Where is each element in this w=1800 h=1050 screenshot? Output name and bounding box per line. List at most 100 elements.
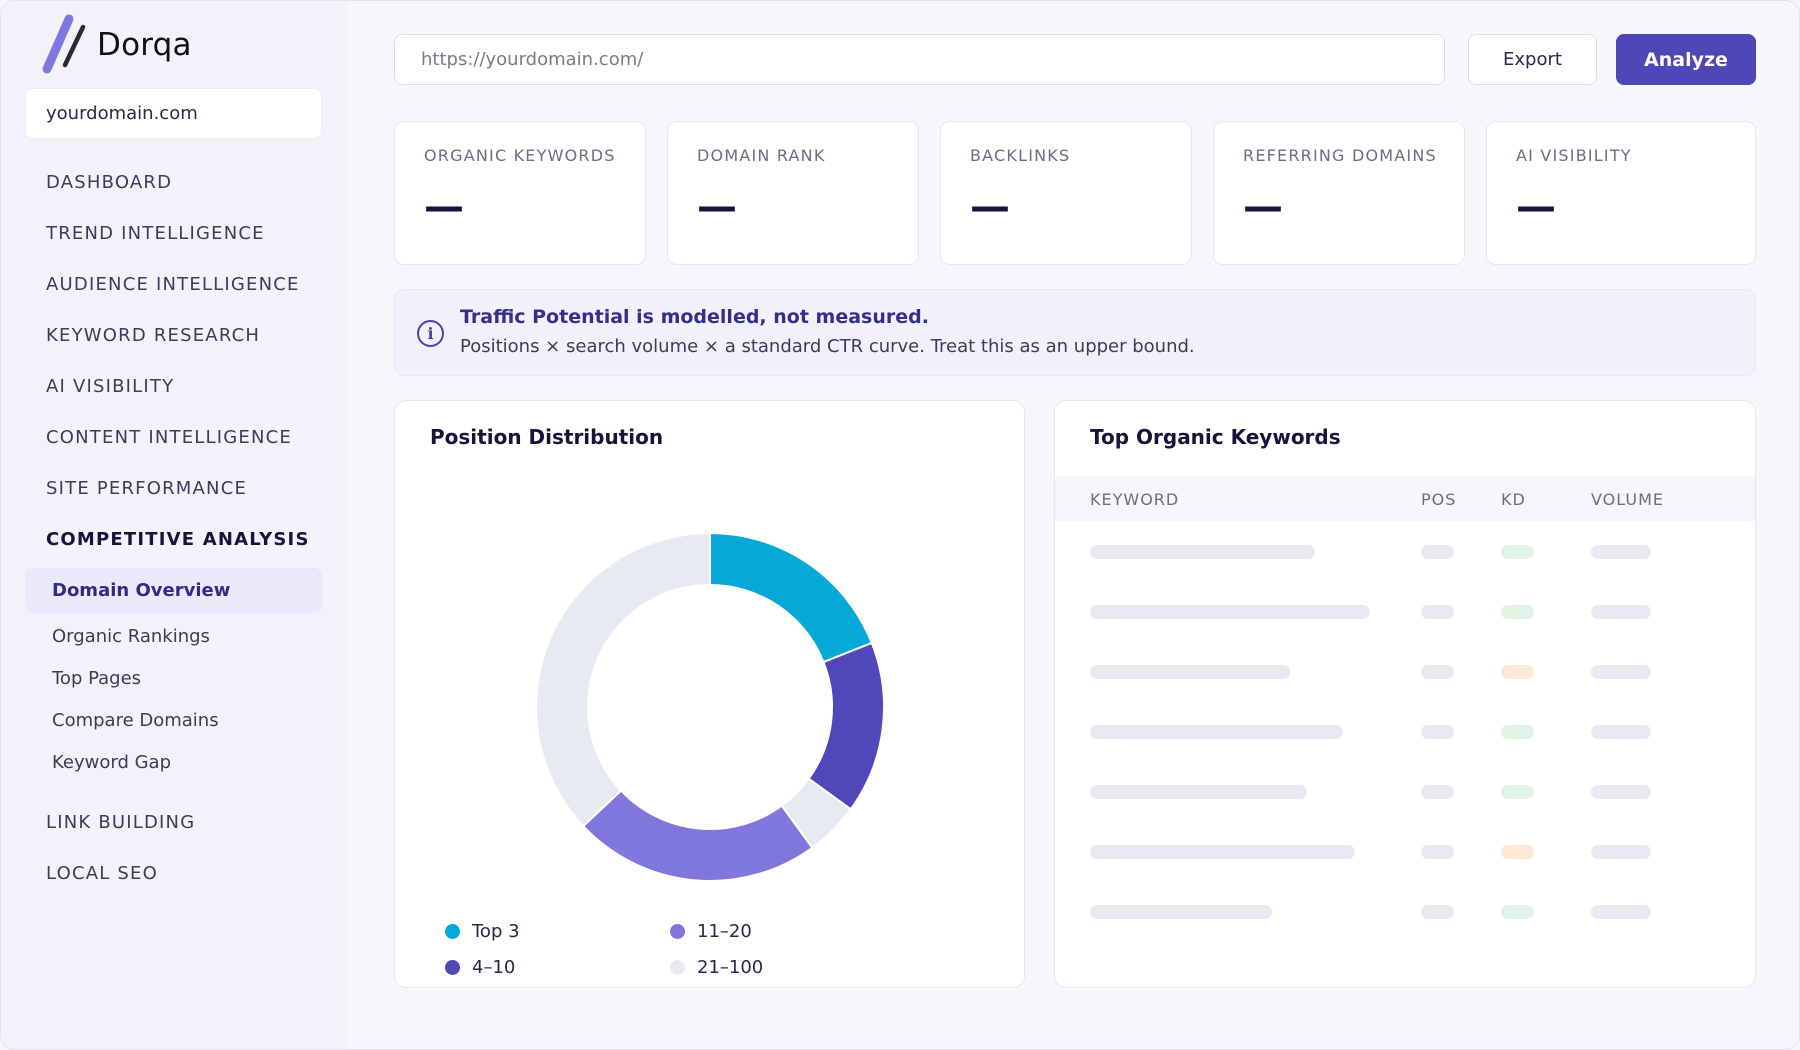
volume-skeleton (1591, 605, 1651, 619)
donut-slice-top-3[interactable] (709, 531, 874, 664)
keyword-skeleton (1090, 725, 1343, 739)
subnav-item-compare-domains[interactable]: Compare Domains (52, 710, 219, 731)
volume-skeleton (1591, 665, 1651, 679)
nav-item-local-seo[interactable]: LOCAL SEO (46, 863, 158, 884)
table-header: KEYWORD POS KD VOLUME (1055, 476, 1755, 521)
nav-item-audience-intelligence[interactable]: AUDIENCE INTELLIGENCE (46, 274, 300, 295)
donut-slice-11-20[interactable] (581, 789, 814, 882)
kd-skeleton (1501, 845, 1534, 859)
column-header-pos[interactable]: POS (1421, 490, 1457, 509)
pos-skeleton (1421, 545, 1454, 559)
export-button[interactable]: Export (1468, 34, 1597, 85)
stat-value: — (1243, 184, 1283, 230)
keyword-skeleton (1090, 665, 1290, 679)
donut-slice-4-10[interactable] (807, 641, 885, 811)
position-distribution-chart (535, 531, 885, 882)
kd-skeleton (1501, 905, 1534, 919)
stat-label: REFERRING DOMAINS (1243, 146, 1437, 165)
info-banner: i Traffic Potential is modelled, not mea… (394, 289, 1756, 376)
stat-label: ORGANIC KEYWORDS (424, 146, 616, 165)
subnav-item-domain-overview[interactable]: Domain Overview (25, 568, 322, 613)
keyword-skeleton (1090, 845, 1355, 859)
table-row[interactable] (1055, 905, 1755, 919)
legend-item-4-10: 4–10 (445, 957, 515, 978)
panel-title: Top Organic Keywords (1090, 425, 1341, 449)
kd-skeleton (1501, 665, 1534, 679)
legend-swatch (670, 960, 685, 975)
nav-item-site-performance[interactable]: SITE PERFORMANCE (46, 478, 248, 499)
legend-item-21-100: 21–100 (670, 957, 763, 978)
pos-skeleton (1421, 785, 1454, 799)
stat-label: DOMAIN RANK (697, 146, 826, 165)
brand[interactable]: Dorqa (39, 13, 192, 77)
volume-skeleton (1591, 545, 1651, 559)
panel-title: Position Distribution (430, 425, 664, 449)
legend-label: 4–10 (472, 957, 516, 978)
table-row[interactable] (1055, 545, 1755, 559)
column-header-keyword[interactable]: KEYWORD (1090, 490, 1180, 509)
dorqa-logo-icon (42, 14, 86, 74)
stat-card-domain-rank: DOMAIN RANK — (667, 121, 919, 265)
banner-text: Positions × search volume × a standard C… (460, 336, 1195, 357)
stat-card-ai-visibility: AI VISIBILITY — (1486, 121, 1756, 265)
kd-skeleton (1501, 545, 1534, 559)
kd-skeleton (1501, 605, 1534, 619)
brand-name: Dorqa (97, 27, 192, 63)
pos-skeleton (1421, 605, 1454, 619)
legend-label: Top 3 (472, 921, 520, 942)
table-row[interactable] (1055, 845, 1755, 859)
subnav-item-top-pages[interactable]: Top Pages (52, 668, 142, 689)
nav-item-link-building[interactable]: LINK BUILDING (46, 812, 196, 833)
kd-skeleton (1501, 785, 1534, 799)
volume-skeleton (1591, 845, 1651, 859)
volume-skeleton (1591, 905, 1651, 919)
table-row[interactable] (1055, 725, 1755, 739)
kd-skeleton (1501, 725, 1534, 739)
keyword-skeleton (1090, 785, 1307, 799)
url-input[interactable] (394, 34, 1445, 85)
nav-item-content-intelligence[interactable]: CONTENT INTELLIGENCE (46, 427, 292, 448)
subnav-item-keyword-gap[interactable]: Keyword Gap (52, 752, 172, 773)
stat-card-referring-domains: REFERRING DOMAINS — (1213, 121, 1465, 265)
nav-item-keyword-research[interactable]: KEYWORD RESEARCH (46, 325, 261, 346)
volume-skeleton (1591, 785, 1651, 799)
stat-value: — (424, 184, 464, 230)
nav-item-dashboard[interactable]: DASHBOARD (46, 172, 173, 193)
stat-label: BACKLINKS (970, 146, 1071, 165)
banner-title: Traffic Potential is modelled, not measu… (460, 306, 929, 328)
pos-skeleton (1421, 905, 1454, 919)
stat-card-organic-keywords: ORGANIC KEYWORDS — (394, 121, 646, 265)
legend-label: 21–100 (697, 957, 764, 978)
pos-skeleton (1421, 725, 1454, 739)
stat-label: AI VISIBILITY (1516, 146, 1632, 165)
table-row[interactable] (1055, 665, 1755, 679)
nav-item-ai-visibility[interactable]: AI VISIBILITY (46, 376, 175, 397)
legend-item-top-3: Top 3 (445, 921, 520, 942)
stat-card-backlinks: BACKLINKS — (940, 121, 1192, 265)
subnav-item-organic-rankings[interactable]: Organic Rankings (52, 626, 210, 647)
legend-label: 11–20 (697, 921, 752, 942)
pos-skeleton (1421, 665, 1454, 679)
stat-value: — (970, 184, 1010, 230)
domain-selector[interactable]: yourdomain.com (25, 88, 322, 139)
keyword-skeleton (1090, 905, 1272, 919)
stat-value: — (697, 184, 737, 230)
pos-skeleton (1421, 845, 1454, 859)
legend-swatch (445, 924, 460, 939)
table-row[interactable] (1055, 605, 1755, 619)
analyze-button[interactable]: Analyze (1616, 34, 1756, 85)
table-row[interactable] (1055, 785, 1755, 799)
stat-value: — (1516, 184, 1556, 230)
volume-skeleton (1591, 725, 1651, 739)
info-icon: i (417, 320, 444, 347)
nav-item-trend-intelligence[interactable]: TREND INTELLIGENCE (46, 223, 265, 244)
column-header-kd[interactable]: KD (1501, 490, 1526, 509)
nav-item-competitive-analysis[interactable]: COMPETITIVE ANALYSIS (46, 529, 310, 550)
top-keywords-panel: Top Organic Keywords KEYWORD POS KD VOLU… (1054, 400, 1756, 988)
donut-slice-21-100[interactable] (535, 531, 711, 828)
position-distribution-panel: Position Distribution Top 3 11–20 4–10 2… (394, 400, 1025, 988)
column-header-volume[interactable]: VOLUME (1591, 490, 1664, 509)
legend-swatch (445, 960, 460, 975)
keyword-skeleton (1090, 545, 1315, 559)
